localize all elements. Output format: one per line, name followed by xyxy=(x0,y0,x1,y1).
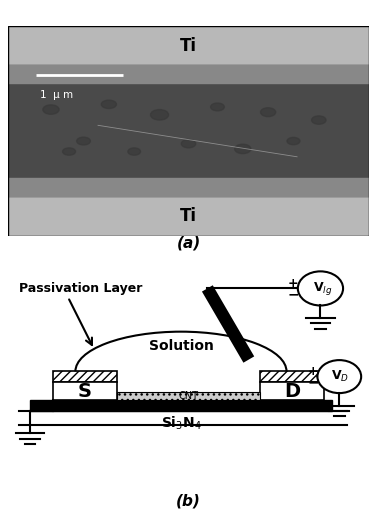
Text: (a): (a) xyxy=(176,236,201,251)
Text: Ti: Ti xyxy=(180,36,197,55)
Text: V$_{lg}$: V$_{lg}$ xyxy=(313,280,332,297)
Ellipse shape xyxy=(63,148,75,155)
Bar xyxy=(8,178,369,196)
Ellipse shape xyxy=(43,105,59,114)
Circle shape xyxy=(298,271,343,306)
Text: D: D xyxy=(284,381,300,400)
Bar xyxy=(260,382,324,400)
Text: S: S xyxy=(78,381,92,400)
Text: −: − xyxy=(288,288,299,302)
Bar xyxy=(53,372,117,382)
Text: Si$_3$N$_4$: Si$_3$N$_4$ xyxy=(161,415,201,432)
Bar xyxy=(8,65,369,196)
Ellipse shape xyxy=(77,137,90,145)
Text: +: + xyxy=(308,365,318,378)
Ellipse shape xyxy=(101,100,116,109)
Text: Ti: Ti xyxy=(180,207,197,225)
Bar xyxy=(117,392,260,400)
Bar xyxy=(260,372,324,382)
Text: (b): (b) xyxy=(176,493,201,508)
Bar xyxy=(8,65,369,83)
Circle shape xyxy=(317,360,361,393)
Ellipse shape xyxy=(261,108,276,117)
Text: CNT: CNT xyxy=(178,391,199,401)
Bar xyxy=(30,400,332,411)
Ellipse shape xyxy=(150,110,169,120)
Text: Solution: Solution xyxy=(149,339,213,353)
Text: Passivation Layer: Passivation Layer xyxy=(19,282,142,295)
Ellipse shape xyxy=(287,137,300,145)
Ellipse shape xyxy=(128,148,141,155)
Ellipse shape xyxy=(211,103,224,111)
Text: +: + xyxy=(288,277,299,290)
Ellipse shape xyxy=(234,144,251,154)
Bar xyxy=(53,382,117,400)
Text: V$_D$: V$_D$ xyxy=(331,369,349,384)
Ellipse shape xyxy=(311,116,326,124)
Ellipse shape xyxy=(181,139,196,148)
Text: 1  μ m: 1 μ m xyxy=(40,90,73,100)
Text: −: − xyxy=(307,376,319,390)
